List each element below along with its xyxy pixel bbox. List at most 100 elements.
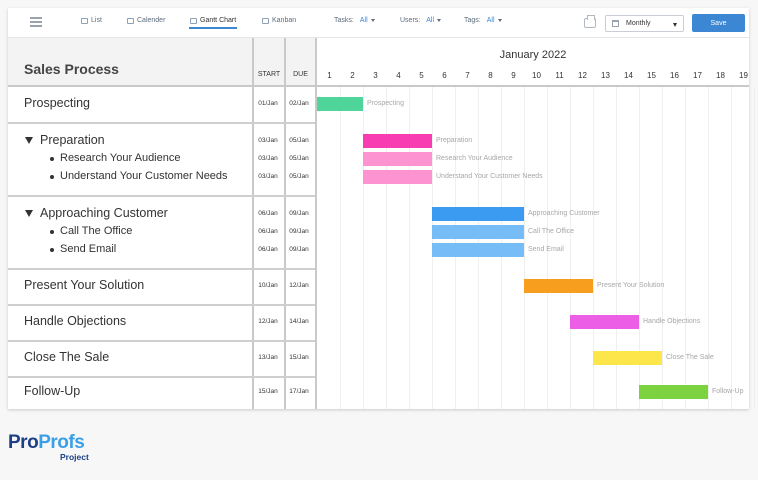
tab-kanban-label: Kanban xyxy=(272,17,297,24)
gantt-bar-label: Close The Sale xyxy=(666,354,714,361)
gantt-bar-label: Call The Office xyxy=(528,228,575,235)
day-gridline xyxy=(616,87,617,409)
day-label: 5 xyxy=(419,71,424,80)
users-filter-value: All xyxy=(426,17,435,24)
due-date: 09/Jan xyxy=(289,228,309,235)
day-label: 2 xyxy=(350,71,355,80)
print-icon[interactable] xyxy=(584,15,596,28)
start-date: 15/Jan xyxy=(258,388,278,395)
tasks-filter[interactable]: Tasks: All xyxy=(334,17,375,24)
start-date: 06/Jan xyxy=(258,210,278,217)
day-label: 15 xyxy=(647,71,656,80)
day-label: 19 xyxy=(739,71,748,80)
gantt-bar-label: Present Your Solution xyxy=(597,282,665,289)
row-divider xyxy=(8,195,315,197)
gantt-bar-label: Handle Objections xyxy=(643,318,701,325)
task-name[interactable]: Follow-Up xyxy=(24,384,81,398)
tab-kanban[interactable]: Kanban xyxy=(262,17,296,24)
gantt-bar[interactable] xyxy=(363,170,432,184)
day-label: 13 xyxy=(601,71,610,80)
day-gridline xyxy=(570,87,571,409)
day-gridline xyxy=(685,87,686,409)
collapse-icon[interactable] xyxy=(25,137,33,144)
gantt-bar[interactable] xyxy=(432,225,524,239)
logo-pro-text: Pro xyxy=(8,432,39,453)
due-date: 05/Jan xyxy=(289,137,309,144)
day-gridline xyxy=(363,87,364,409)
subtask-name[interactable]: Research Your Audience xyxy=(60,152,181,164)
day-label: 4 xyxy=(396,71,401,80)
logo-sub-text: Project xyxy=(60,452,89,462)
day-label: 9 xyxy=(511,71,516,80)
due-date: 09/Jan xyxy=(289,210,309,217)
start-date: 01/Jan xyxy=(258,100,278,107)
start-date: 06/Jan xyxy=(258,246,278,253)
task-group-name[interactable]: Preparation xyxy=(40,133,105,147)
day-gridline xyxy=(754,87,755,409)
chevron-down-icon xyxy=(370,18,375,22)
chevron-down-icon xyxy=(673,23,677,27)
day-label: 8 xyxy=(488,71,493,80)
gantt-icon xyxy=(190,17,197,24)
day-label: 17 xyxy=(693,71,702,80)
gantt-bar[interactable] xyxy=(363,134,432,148)
gantt-bar[interactable] xyxy=(570,315,639,329)
start-date: 03/Jan xyxy=(258,137,278,144)
tab-list[interactable]: List xyxy=(81,17,102,24)
tab-gantt-chart[interactable]: Gantt Chart xyxy=(188,17,238,29)
bullet-icon xyxy=(50,175,54,179)
gantt-bar[interactable] xyxy=(524,279,593,293)
tags-filter-label: Tags: xyxy=(464,17,481,24)
task-name[interactable]: Close The Sale xyxy=(24,350,110,364)
task-name[interactable]: Present Your Solution xyxy=(24,278,145,292)
tags-filter-value: All xyxy=(486,17,495,24)
day-label: 7 xyxy=(465,71,470,80)
kanban-icon xyxy=(262,17,269,24)
calendar-icon xyxy=(127,17,134,24)
gantt-bar[interactable] xyxy=(317,97,363,111)
task-name[interactable]: Handle Objections xyxy=(24,314,127,328)
collapse-icon[interactable] xyxy=(25,210,33,217)
due-date: 14/Jan xyxy=(289,318,309,325)
day-gridline xyxy=(731,87,732,409)
tab-calendar[interactable]: Calender xyxy=(127,17,165,24)
task-name[interactable]: Prospecting xyxy=(24,96,91,110)
gantt-bar[interactable] xyxy=(432,243,524,257)
calendar-icon xyxy=(612,20,619,27)
start-date: 13/Jan xyxy=(258,354,278,361)
gantt-bar-label: Follow-Up xyxy=(712,388,744,395)
tags-filter[interactable]: Tags: All xyxy=(464,17,502,24)
subtask-name[interactable]: Send Email xyxy=(60,243,117,255)
subtask-name[interactable]: Call The Office xyxy=(60,225,133,237)
gantt-bar-label: Preparation xyxy=(436,137,473,144)
day-label: 1 xyxy=(327,71,332,80)
subtask-name[interactable]: Understand Your Customer Needs xyxy=(60,170,228,182)
day-gridline xyxy=(524,87,525,409)
day-gridline xyxy=(639,87,640,409)
gantt-bar[interactable] xyxy=(363,152,432,166)
gantt-bar[interactable] xyxy=(639,385,708,399)
day-label: 18 xyxy=(716,71,725,80)
list-icon xyxy=(81,17,88,24)
menu-icon[interactable] xyxy=(30,17,42,27)
day-gridline xyxy=(386,87,387,409)
gantt-bar[interactable] xyxy=(593,351,662,365)
bullet-icon xyxy=(50,248,54,252)
day-label: 14 xyxy=(624,71,633,80)
due-date: 12/Jan xyxy=(289,282,309,289)
users-filter[interactable]: Users: All xyxy=(400,17,442,24)
page-title: Sales Process xyxy=(24,61,119,77)
task-list: Sales Process xyxy=(8,38,252,409)
task-group-name[interactable]: Approaching Customer xyxy=(40,206,168,220)
row-divider xyxy=(8,268,315,270)
due-date: 05/Jan xyxy=(289,173,309,180)
tab-gantt-label: Gantt Chart xyxy=(200,17,237,24)
day-gridline xyxy=(708,87,709,409)
gantt-bar[interactable] xyxy=(432,207,524,221)
proprofs-logo: ProProfs Project xyxy=(8,432,89,462)
day-gridline xyxy=(593,87,594,409)
due-date: 15/Jan xyxy=(289,354,309,361)
range-select[interactable]: Monthly xyxy=(605,15,684,32)
gantt-bar-label: Understand Your Customer Needs xyxy=(436,173,543,180)
save-button[interactable]: Save xyxy=(692,14,745,32)
